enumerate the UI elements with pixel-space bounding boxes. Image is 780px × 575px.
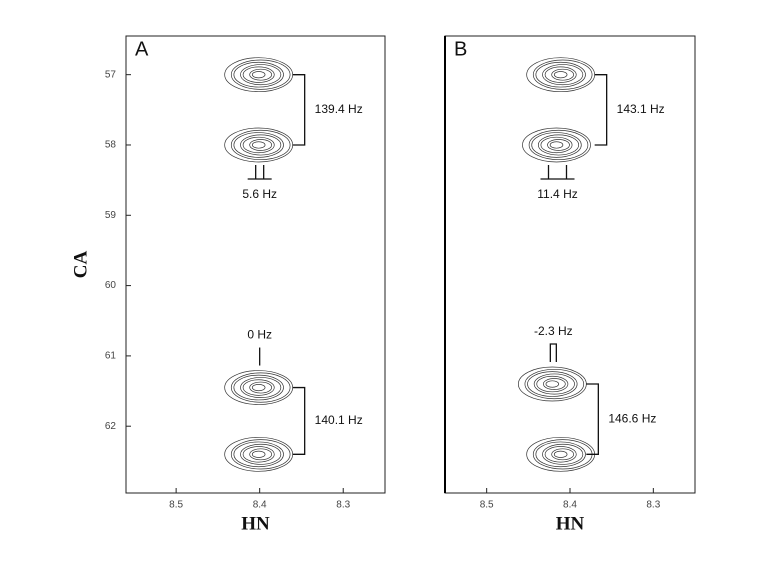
contour-level: [532, 59, 593, 90]
x-tick-label: 8.5: [480, 500, 494, 511]
contour-level: [553, 71, 568, 79]
contour-level: [551, 68, 575, 81]
contour-level: [242, 379, 275, 396]
contour-level: [240, 134, 282, 156]
splitting-bracket: [292, 386, 306, 455]
contour-level: [242, 66, 275, 83]
y-tick-label: 58: [105, 140, 117, 151]
contour-level: [233, 374, 284, 401]
contour-level: [537, 134, 580, 156]
contour-level: [553, 450, 568, 458]
contour-level: [249, 448, 273, 461]
contour-level: [240, 377, 282, 398]
contour-level: [531, 132, 582, 158]
x-tick-label: 8.5: [169, 500, 183, 511]
x-tick-label: 8.3: [336, 500, 350, 511]
contour-level: [249, 139, 273, 151]
contour-level: [535, 61, 586, 88]
splitting-label: 139.4 Hz: [315, 102, 363, 116]
contour-level: [542, 443, 584, 465]
splitting-bracket: [247, 164, 272, 180]
contour-level: [542, 378, 566, 390]
contour-level: [251, 383, 266, 392]
contour-level: [522, 127, 591, 163]
contour-level: [240, 64, 282, 86]
splitting-bracket: [594, 74, 608, 146]
splitting-label: 146.6 Hz: [608, 411, 656, 425]
x-tick-label: 8.4: [563, 500, 577, 511]
contour-level: [540, 136, 573, 154]
splitting-label: 0 Hz: [247, 328, 272, 342]
x-tick-label: 8.3: [646, 500, 660, 511]
contour-level: [524, 368, 585, 400]
splitting-bracket: [549, 343, 557, 363]
contour-level: [249, 68, 273, 81]
contour-level: [233, 132, 284, 158]
contour-level: [242, 446, 275, 463]
contour-level: [230, 439, 291, 470]
contour-level: [549, 141, 564, 149]
y-tick-label: 61: [105, 351, 117, 362]
y-tick-label: 57: [105, 69, 117, 80]
panel-label: A: [135, 38, 149, 60]
y-tick-label: 62: [105, 421, 117, 432]
splitting-bracket: [540, 164, 575, 180]
contour-level: [544, 446, 577, 463]
contour-level: [251, 71, 266, 79]
contour-level: [230, 372, 291, 403]
y-tick-label: 59: [105, 210, 117, 221]
contour-level: [542, 64, 584, 86]
splitting-label: 5.6 Hz: [242, 187, 277, 201]
contour-level: [233, 61, 284, 88]
splitting-label: 11.4 Hz: [537, 187, 577, 201]
y-axis-label: CA: [70, 251, 91, 279]
panel-label: B: [454, 38, 467, 60]
contour-level: [536, 375, 569, 393]
x-axis-label: HN: [556, 513, 585, 534]
contour-level: [230, 59, 291, 90]
contour-level: [233, 441, 284, 468]
contour-level: [251, 141, 266, 149]
splitting-label: -2.3 Hz: [534, 324, 573, 338]
plot-frame: [125, 35, 386, 494]
splitting-bracket: [292, 74, 306, 146]
contour-level: [240, 443, 282, 465]
splitting-label: 140.1 Hz: [315, 413, 363, 427]
y-tick-label: 60: [105, 280, 117, 291]
contour-level: [249, 381, 273, 394]
splitting-bracket: [586, 383, 599, 455]
contour-level: [545, 380, 560, 388]
x-tick-label: 8.4: [253, 500, 267, 511]
contour-level: [544, 66, 577, 83]
contour-level: [535, 441, 586, 468]
contour-level: [528, 129, 589, 161]
x-axis-label: HN: [241, 513, 270, 534]
contour-level: [230, 129, 291, 161]
contour-level: [251, 450, 266, 458]
contour-level: [527, 371, 578, 397]
splitting-label: 143.1 Hz: [617, 102, 665, 116]
contour-level: [547, 139, 570, 151]
contour-level: [242, 136, 275, 154]
contour-level: [533, 373, 575, 395]
contour-level: [551, 448, 575, 461]
